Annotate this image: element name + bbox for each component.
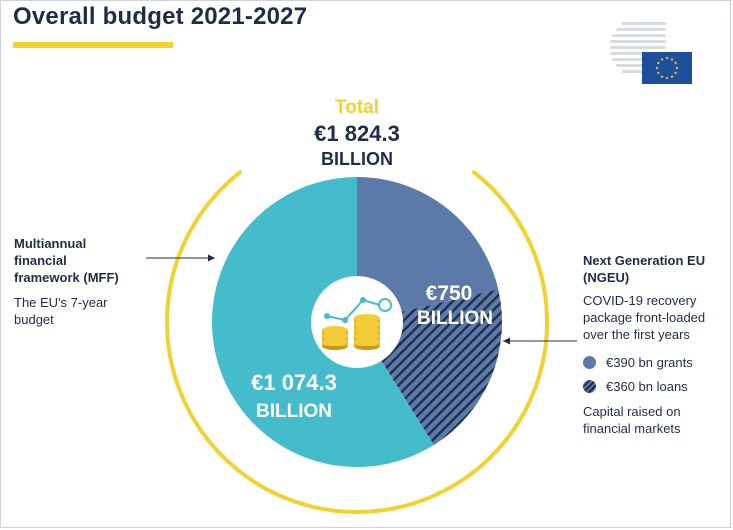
eu-star-icon: [655, 66, 659, 70]
eu-stars: [655, 56, 679, 80]
legend-label-grants: €390 bn grants: [606, 354, 693, 370]
total-unit: BILLION: [321, 149, 393, 169]
mff-heading: Multiannual financial framework (MFF): [14, 236, 119, 285]
coins-growth-icon: [311, 276, 403, 368]
total-value: €1 824.3: [314, 121, 400, 146]
title-underline: [13, 42, 173, 48]
eu-star-icon: [660, 74, 664, 79]
ngeu-financing-note: Capital raised on financial markets: [583, 404, 681, 436]
mff-unit-label: BILLION: [256, 401, 332, 422]
eu-star-icon: [670, 57, 674, 61]
legend-label-loans: €360 bn loans: [606, 378, 688, 394]
eu-council-logo-icon: [610, 22, 692, 84]
eu-star-icon: [673, 61, 678, 65]
total-ring: [165, 170, 549, 514]
pie-slice-ngeu-grants: [357, 177, 499, 322]
legend-item-grants: €390 bn grants: [583, 353, 728, 371]
eu-star-icon: [656, 71, 661, 75]
eu-star-icon: [670, 74, 674, 79]
ngeu-value-label: €750: [426, 282, 473, 305]
ngeu-callout-arrow: [503, 337, 577, 345]
total-label: Total: [335, 97, 379, 118]
ngeu-subtext: COVID-19 recovery package front-loaded o…: [583, 293, 706, 342]
ngeu-description: Next Generation EU (NGEU) COVID-19 recov…: [583, 252, 728, 437]
eu-star-icon: [660, 57, 664, 61]
mff-subtext: The EU's 7-year budget: [14, 295, 108, 327]
loans-swatch-icon: [583, 379, 596, 393]
eu-star-icon: [673, 71, 678, 75]
legend-item-loans: €360 bn loans: [583, 377, 728, 395]
ngeu-heading: Next Generation EU (NGEU): [583, 253, 706, 285]
mff-description: Multiannual financial framework (MFF) Th…: [14, 235, 164, 328]
mff-callout-arrow: [146, 254, 215, 262]
eu-star-icon: [665, 56, 669, 60]
page-title: Overall budget 2021-2027: [13, 3, 308, 30]
eu-star-icon: [675, 66, 679, 70]
eu-star-icon: [665, 76, 669, 80]
eu-star-icon: [656, 61, 661, 65]
ngeu-unit-label: BILLION: [417, 308, 493, 329]
mff-value-label: €1 074.3: [251, 370, 337, 395]
grants-swatch-icon: [583, 355, 596, 369]
